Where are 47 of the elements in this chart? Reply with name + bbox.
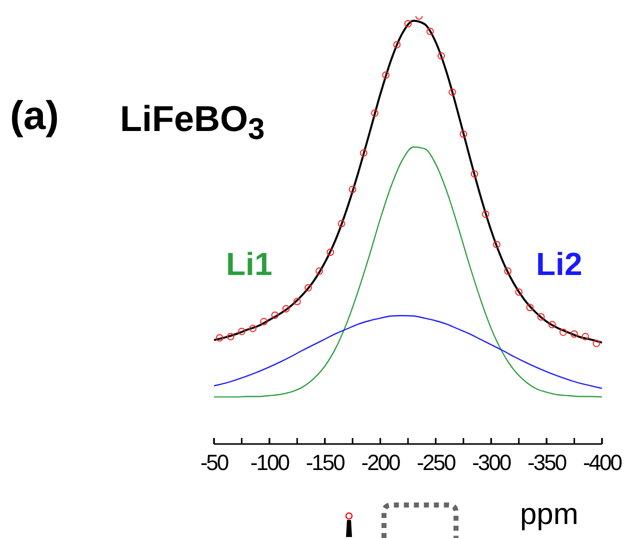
point [426,28,434,36]
x-tick-label: -300 [472,450,512,475]
x-tick-label: -350 [528,450,567,475]
x-tick-label: -100 [250,450,290,475]
point [282,305,290,312]
point [382,71,390,79]
point [338,220,346,228]
point [238,328,246,336]
point [482,210,490,218]
point [504,267,512,275]
point [304,284,312,292]
point [448,88,456,96]
text: Li1 [226,246,272,283]
point [348,186,356,194]
point [526,304,534,312]
x-tick-label: -400 [582,450,622,475]
point [582,332,590,340]
point [293,298,301,306]
point [592,340,600,348]
point [316,267,324,275]
x-tick-label: -150 [306,450,346,475]
point [438,52,445,60]
point [371,109,378,117]
x-tick-label: -250 [416,450,456,475]
point [537,313,545,321]
text: (a) [10,94,59,139]
text: Li2 [536,246,582,283]
point [404,20,412,28]
x-tick-label: -200 [361,450,401,475]
point [249,324,256,332]
point [515,288,523,296]
x-tick-label: -50 [200,450,229,475]
point [492,240,500,248]
text: LiFeBO$_{3}$ [120,98,265,148]
point [271,311,279,319]
point [216,334,224,342]
point [260,318,268,326]
point [548,320,556,328]
point [460,130,468,138]
point [393,40,401,48]
x-axis-title: ppm [520,498,578,532]
point [570,330,578,338]
point [470,170,478,178]
point [226,332,234,340]
point [360,149,368,157]
point [560,328,567,336]
point [326,248,334,256]
